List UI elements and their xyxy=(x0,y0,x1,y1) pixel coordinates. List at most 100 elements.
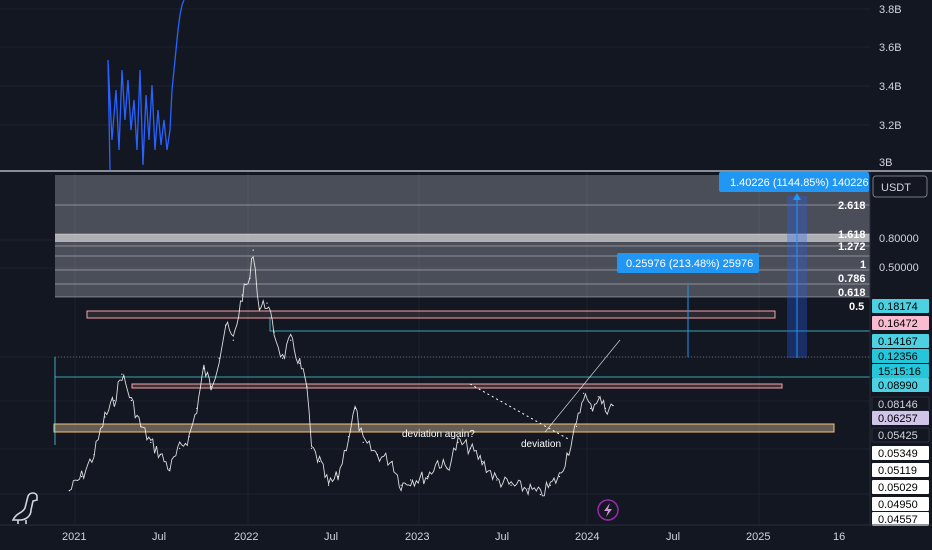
price-point xyxy=(179,447,181,449)
chart-annotation[interactable]: deviation again? xyxy=(402,429,475,440)
resistance-zone[interactable] xyxy=(86,310,776,319)
price-axis-tick-label: 0.50000 xyxy=(879,262,919,274)
upper-pane: 3.8B 3.6B 3.4B 3.2B 3B xyxy=(0,0,902,171)
measure-tool-small[interactable]: 0.25976 (213.48%) 25976 xyxy=(617,253,759,357)
chart-annotation[interactable]: deviation xyxy=(521,439,561,450)
price-point xyxy=(81,476,83,478)
price-point xyxy=(496,479,498,481)
price-label: 0.05029 xyxy=(872,480,929,494)
lightning-event-icon[interactable] xyxy=(597,499,619,521)
price-label-text: 15:15:16 xyxy=(878,366,921,378)
price-label: 0.12356 xyxy=(872,349,929,363)
price-label-text: 0.16472 xyxy=(878,318,918,330)
price-point xyxy=(310,447,313,449)
price-axis-tick-label: 0.80000 xyxy=(879,233,919,245)
price-label: 0.05349 xyxy=(872,446,929,460)
price-point xyxy=(249,277,251,279)
descending-trendline[interactable] xyxy=(469,383,571,441)
fib-level-label: 1.618 xyxy=(838,229,866,241)
price-point xyxy=(299,362,301,364)
price-label: 0.14167 xyxy=(872,334,929,348)
price-series-points xyxy=(68,249,614,496)
price-label-text: 0.08990 xyxy=(878,380,918,392)
price-label: 0.04557 xyxy=(872,512,929,526)
price-point xyxy=(612,405,614,407)
time-axis-tick-label: Jul xyxy=(495,531,509,543)
price-point xyxy=(558,476,561,478)
price-label: 0.06257 xyxy=(872,411,929,425)
cyan-level-line[interactable] xyxy=(269,317,870,332)
price-label: 15:15:16 xyxy=(872,364,929,378)
price-label: 0.05425 xyxy=(871,427,930,443)
time-axis-tick-label: 2022 xyxy=(234,531,258,543)
measure-tool-large[interactable]: 1.40226 (1144.85%) 140226 xyxy=(719,172,869,358)
fib-level-label: 1.272 xyxy=(838,241,866,253)
price-label-stack: 0.18174 0.16472 0.14167 0.12356 15:15:16 0.08… xyxy=(871,299,930,526)
price-point xyxy=(604,407,607,409)
price-label-text: 0.05425 xyxy=(878,430,918,442)
price-label-text: 0.05119 xyxy=(878,465,917,477)
mid-support-zone[interactable] xyxy=(131,383,783,389)
price-axis[interactable]: USDT 0.80000 0.50000 0.18174 0.16472 0.141… xyxy=(869,172,932,526)
price-point xyxy=(68,490,70,492)
price-point xyxy=(159,454,161,456)
price-point xyxy=(306,385,308,388)
fib-level-label: 2.618 xyxy=(838,200,866,212)
fibonacci-extension[interactable]: 2.618 1.618 1.272 1 0.786 0.618 0.5 xyxy=(55,175,870,313)
price-point xyxy=(549,484,552,486)
price-point xyxy=(140,425,142,427)
drawings[interactable] xyxy=(53,310,870,445)
time-axis-tick-label: 16 xyxy=(833,531,845,543)
currency-selector-label: USDT xyxy=(881,182,911,194)
price-point xyxy=(258,308,260,310)
price-label-box xyxy=(872,497,929,511)
tradingview-logo-icon[interactable] xyxy=(11,492,38,524)
price-point xyxy=(232,339,234,341)
price-point xyxy=(590,407,592,409)
price-point xyxy=(319,460,321,463)
measure-label-box xyxy=(617,253,759,273)
price-point xyxy=(328,484,330,486)
upper-y-tick-label: 3B xyxy=(879,157,892,169)
price-point xyxy=(391,460,393,463)
price-point xyxy=(273,331,275,333)
price-point xyxy=(566,454,568,456)
price-label: 0.08990 xyxy=(872,378,929,392)
price-point xyxy=(527,488,529,490)
upper-pane-price-axis: 3.8B 3.6B 3.4B 3.2B 3B xyxy=(879,4,902,169)
price-point xyxy=(252,249,254,251)
time-axis[interactable]: 2021 Jul 2022 Jul 2023 Jul 2024 Jul 2025… xyxy=(0,524,932,543)
currency-selector-button[interactable] xyxy=(872,175,928,198)
upper-y-tick-label: 3.4B xyxy=(879,81,902,93)
ascending-trendline[interactable] xyxy=(544,339,621,433)
price-point xyxy=(290,339,292,341)
price-point xyxy=(241,294,243,296)
price-point xyxy=(196,407,198,409)
price-label-text: 0.04950 xyxy=(878,499,918,511)
price-label-box xyxy=(872,334,929,348)
upper-y-tick-label: 3.6B xyxy=(879,42,902,54)
price-label: 0.04950 xyxy=(872,497,929,511)
price-label-text: 0.14167 xyxy=(878,336,918,348)
price-label-box xyxy=(872,349,929,363)
base-support-zone[interactable] xyxy=(53,423,835,433)
price-label-box xyxy=(872,446,929,460)
price-point xyxy=(362,441,364,443)
price-label-box xyxy=(872,411,929,425)
price-point xyxy=(437,460,439,463)
time-axis-tick-label: 2021 xyxy=(62,531,86,543)
price-label-text: 0.05349 xyxy=(878,448,918,460)
price-point xyxy=(400,484,402,486)
price-label-box xyxy=(872,316,929,330)
price-point xyxy=(597,396,599,398)
price-point xyxy=(376,454,378,456)
price-point xyxy=(113,399,115,402)
price-label-text: 0.05029 xyxy=(878,482,918,494)
measure-label-text: 0.25976 (213.48%) 25976 xyxy=(626,258,753,270)
price-point xyxy=(210,385,212,388)
price-label-text: 0.08146 xyxy=(878,399,918,411)
price-label: 0.18174 xyxy=(872,299,929,313)
price-label-box xyxy=(872,378,929,392)
price-label-text: 0.18174 xyxy=(878,301,918,313)
